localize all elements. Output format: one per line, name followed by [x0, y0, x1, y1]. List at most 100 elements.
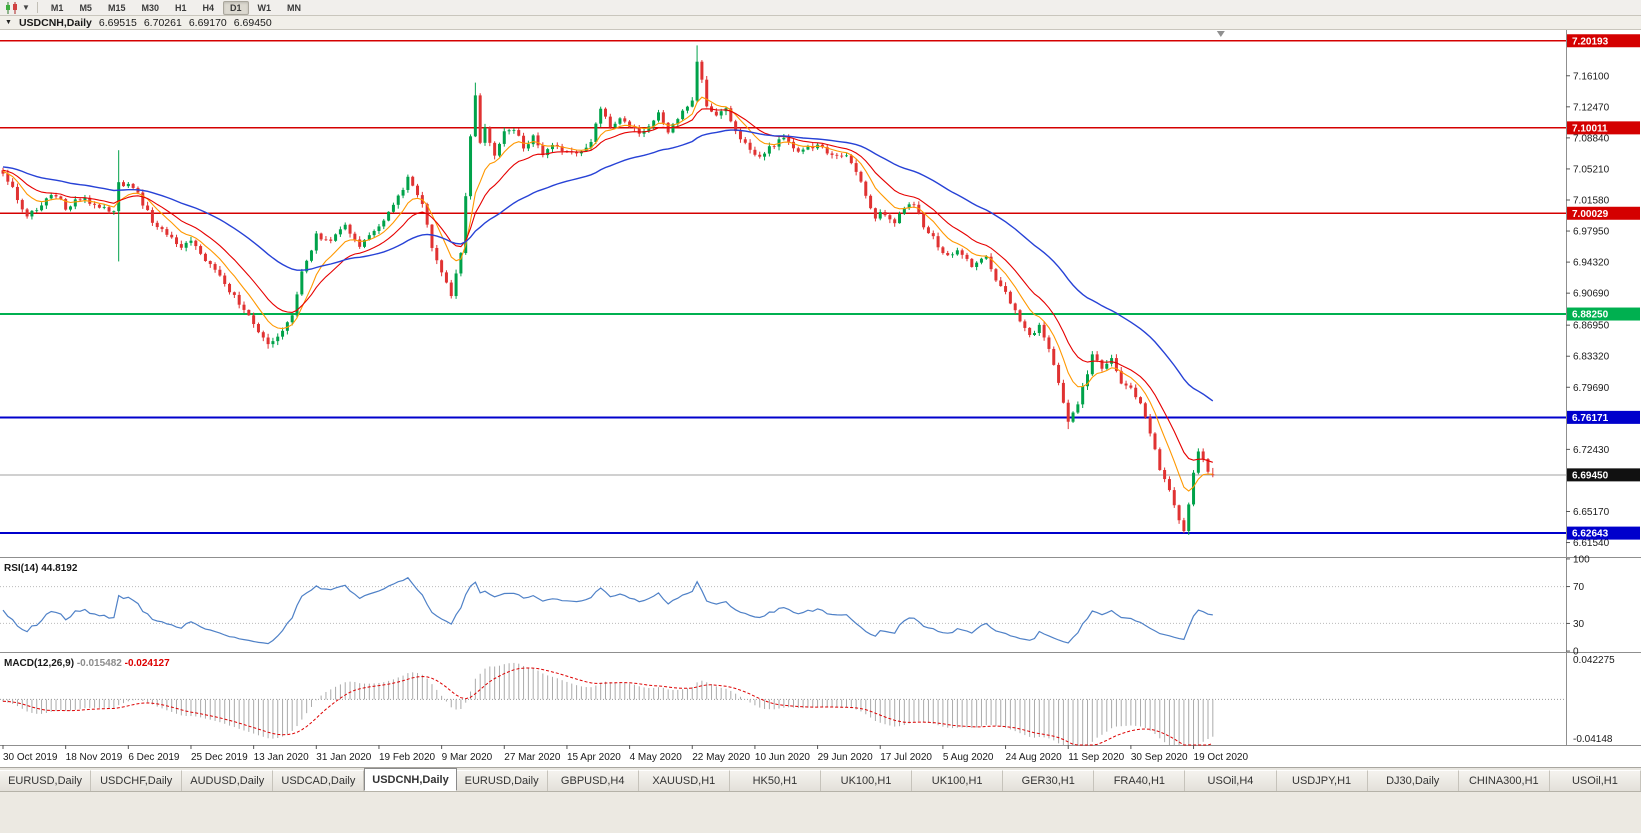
chart-tab-14-usdjpy-h1[interactable]: USDJPY,H1: [1276, 770, 1368, 791]
svg-text:0: 0: [1573, 647, 1579, 658]
svg-text:6.72430: 6.72430: [1573, 445, 1610, 456]
moving-average-45: [2, 129, 1214, 402]
candlestick-icon: [6, 1, 17, 14]
svg-text:31 Jan 2020: 31 Jan 2020: [316, 752, 371, 763]
chart-tab-17-usoil-h1[interactable]: USOil,H1: [1549, 770, 1641, 791]
svg-text:17 Jul 2020: 17 Jul 2020: [880, 752, 932, 763]
svg-text:70: 70: [1573, 582, 1585, 593]
chart-tab-bar: EURUSD,Daily USDCHF,Daily AUDUSD,Daily USDC…: [0, 767, 1641, 791]
chart-tab-0-eurusd-daily[interactable]: EURUSD,Daily: [0, 770, 92, 791]
timeframe-button-h1[interactable]: H1: [174, 2, 187, 13]
svg-text:6.86950: 6.86950: [1573, 321, 1610, 332]
chart-tab-3-usdcad-daily[interactable]: USDCAD,Daily: [273, 770, 365, 791]
price-tag-6.69450: 6.69450: [1567, 468, 1640, 482]
svg-text:5 Aug 2020: 5 Aug 2020: [943, 752, 994, 763]
chart-tab-11-ger30-h1[interactable]: GER30,H1: [1003, 770, 1095, 791]
timeframe-button-m15[interactable]: M15: [107, 2, 126, 13]
svg-text:22 May 2020: 22 May 2020: [692, 752, 750, 763]
moving-average-8: [2, 96, 1213, 492]
svg-text:6.61540: 6.61540: [1573, 538, 1610, 549]
svg-text:6.97950: 6.97950: [1573, 227, 1610, 238]
timeframe-button-m5[interactable]: M5: [79, 2, 92, 13]
svg-text:7.10011: 7.10011: [1572, 123, 1608, 134]
timeframe-button-m30[interactable]: M30: [141, 2, 159, 13]
svg-text:30: 30: [1573, 619, 1585, 630]
toolbar-separator: [36, 2, 38, 13]
svg-text:7.08840: 7.08840: [1573, 133, 1610, 144]
price-axis[interactable]: 7.16100 7.12470 7.08840 7.05210 7.01580 6.979…: [1566, 71, 1610, 549]
chart-tab-12-fra40-h1[interactable]: FRA40,H1: [1094, 770, 1186, 791]
usdcnh-daily-chart[interactable]: 7.16100 7.12470 7.08840 7.05210 7.01580 6.979…: [0, 30, 1641, 767]
price-tag-7.00029: 7.00029: [1567, 206, 1640, 220]
ohlc-close: 6.69450: [233, 16, 272, 29]
chart-tab-7-xauusd-h1[interactable]: XAUUSD,H1: [638, 770, 730, 791]
svg-text:6.90690: 6.90690: [1573, 289, 1610, 300]
timeframe-buttons: M1 M5 M15 M30 H1 H4 D1 W1 MN: [44, 0, 308, 15]
rsi-label: RSI(14) 44.8192: [4, 563, 78, 574]
svg-text:6.88250: 6.88250: [1572, 310, 1609, 321]
chart-type-dropdown-icon[interactable]: ▼: [22, 3, 30, 12]
svg-text:19 Oct 2020: 19 Oct 2020: [1194, 752, 1249, 763]
chart-canvas-area: 7.16100 7.12470 7.08840 7.05210 7.01580 6.979…: [0, 30, 1641, 767]
svg-text:100: 100: [1573, 554, 1590, 565]
chart-tab-8-hk50-h1[interactable]: HK50,H1: [729, 770, 821, 791]
status-bar: [0, 791, 1641, 833]
svg-text:11 Sep 2020: 11 Sep 2020: [1068, 752, 1124, 763]
ohlc-low: 6.69170: [188, 16, 227, 29]
timeframe-button-w1[interactable]: W1: [257, 2, 272, 13]
svg-text:25 Dec 2019: 25 Dec 2019: [191, 752, 248, 763]
svg-text:6.76171: 6.76171: [1572, 413, 1609, 424]
svg-text:29 Jun 2020: 29 Jun 2020: [818, 752, 873, 763]
timeframe-button-d1[interactable]: D1: [223, 0, 249, 15]
price-tag-7.20193: 7.20193: [1567, 34, 1640, 48]
timeframe-toolbar: ▼ M1 M5 M15 M30 H1 H4 D1 W1 MN: [0, 0, 1641, 16]
timeframe-button-mn[interactable]: MN: [287, 2, 302, 13]
svg-text:13 Jan 2020: 13 Jan 2020: [254, 752, 309, 763]
macd-label: MACD(12,26,9) -0.015482 -0.024127: [4, 658, 170, 669]
horizontal-level-lines[interactable]: [0, 39, 1566, 535]
svg-text:27 Mar 2020: 27 Mar 2020: [504, 752, 561, 763]
svg-text:4 May 2020: 4 May 2020: [630, 752, 683, 763]
chart-tab-5-eurusd-daily[interactable]: EURUSD,Daily: [456, 770, 548, 791]
svg-text:15 Apr 2020: 15 Apr 2020: [567, 752, 621, 763]
svg-text:7.05210: 7.05210: [1573, 164, 1610, 175]
chart-tab-6-gbpusd-h4[interactable]: GBPUSD,H4: [547, 770, 639, 791]
svg-text:18 Nov 2019: 18 Nov 2019: [66, 752, 123, 763]
svg-text:7.20193: 7.20193: [1572, 36, 1609, 47]
chart-tab-2-audusd-daily[interactable]: AUDUSD,Daily: [182, 770, 274, 791]
chart-window-menu-icon[interactable]: ▼: [5, 19, 12, 26]
ohlc-open: 6.69515: [98, 16, 137, 29]
candles: [1, 45, 1215, 535]
date-axis[interactable]: 30 Oct 2019 18 Nov 2019 6 Dec 2019 25 Dec 2…: [2, 745, 1249, 763]
timeframe-button-m1[interactable]: M1: [50, 2, 64, 13]
svg-text:7.01580: 7.01580: [1573, 195, 1610, 206]
svg-text:10 Jun 2020: 10 Jun 2020: [755, 752, 810, 763]
chart-shift-marker-icon[interactable]: [1216, 31, 1225, 37]
svg-text:6.69450: 6.69450: [1572, 470, 1609, 481]
svg-text:7.12470: 7.12470: [1573, 102, 1610, 113]
price-tag-6.62643: 6.62643: [1567, 526, 1640, 540]
chart-tab-15-dj30-daily[interactable]: DJ30,Daily: [1367, 770, 1459, 791]
svg-text:19 Feb 2020: 19 Feb 2020: [379, 752, 436, 763]
svg-text:30 Oct 2019: 30 Oct 2019: [3, 752, 58, 763]
chart-symbol-title: USDCNH,Daily: [18, 16, 92, 29]
moving-average-16: [2, 108, 1213, 463]
svg-text:6.83320: 6.83320: [1573, 352, 1610, 363]
price-tag-7.10011: 7.10011: [1567, 121, 1640, 135]
chart-tab-13-usoil-h4[interactable]: USOil,H4: [1185, 770, 1277, 791]
chart-tab-1-usdchf-daily[interactable]: USDCHF,Daily: [91, 770, 183, 791]
timeframe-button-h4[interactable]: H4: [202, 2, 215, 13]
svg-text:0.042275: 0.042275: [1573, 655, 1615, 666]
chart-type-icon[interactable]: [3, 1, 21, 14]
svg-text:30 Sep 2020: 30 Sep 2020: [1131, 752, 1188, 763]
svg-text:7.00029: 7.00029: [1572, 209, 1609, 220]
chart-tab-9-uk100-h1[interactable]: UK100,H1: [820, 770, 913, 791]
price-tag-6.76171: 6.76171: [1567, 410, 1640, 424]
chart-tab-4-usdcnh-daily[interactable]: USDCNH,Daily: [364, 768, 457, 791]
chart-tab-10-uk100-h1[interactable]: UK100,H1: [912, 770, 1004, 791]
svg-text:6.65170: 6.65170: [1573, 507, 1610, 518]
svg-text:6 Dec 2019: 6 Dec 2019: [128, 752, 180, 763]
svg-text:6.79690: 6.79690: [1573, 383, 1610, 394]
chart-tab-16-china300-h1[interactable]: CHINA300,H1: [1458, 770, 1550, 791]
